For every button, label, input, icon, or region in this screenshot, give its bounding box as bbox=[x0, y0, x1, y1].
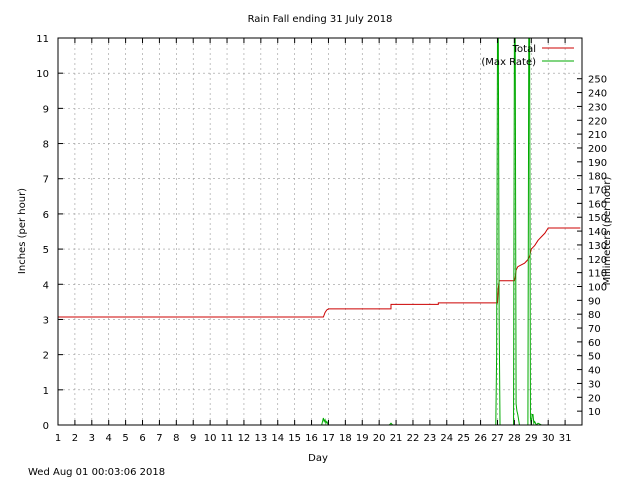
y2-tick-label: 240 bbox=[588, 89, 607, 100]
x-tick-label: 30 bbox=[542, 433, 555, 444]
y2-tick-label: 250 bbox=[588, 75, 607, 86]
y2-tick-label: 160 bbox=[588, 199, 607, 210]
y-tick-label: 11 bbox=[36, 34, 49, 45]
x-tick-label: 17 bbox=[322, 433, 335, 444]
y2-tick-label: 20 bbox=[588, 393, 601, 404]
x-tick-label: 26 bbox=[474, 433, 487, 444]
y2-tick-label: 110 bbox=[588, 269, 607, 280]
x-tick-label: 29 bbox=[525, 433, 538, 444]
x-tick-label: 10 bbox=[204, 433, 217, 444]
max-rate-series-line bbox=[58, 38, 581, 425]
legend-label: Total bbox=[512, 44, 536, 55]
y-tick-label: 6 bbox=[43, 210, 49, 221]
x-tick-label: 3 bbox=[89, 433, 95, 444]
y-tick-label: 10 bbox=[36, 69, 49, 80]
y2-tick-label: 120 bbox=[588, 255, 607, 266]
y-tick-label: 4 bbox=[43, 280, 49, 291]
y-tick-label: 9 bbox=[43, 104, 49, 115]
y-tick-label: 1 bbox=[43, 386, 49, 397]
x-tick-label: 6 bbox=[139, 433, 145, 444]
y2-tick-label: 50 bbox=[588, 352, 601, 363]
y2-tick-label: 30 bbox=[588, 379, 601, 390]
y2-tick-label: 220 bbox=[588, 116, 607, 127]
x-tick-label: 22 bbox=[407, 433, 420, 444]
y2-tick-label: 130 bbox=[588, 241, 607, 252]
x-tick-label: 1 bbox=[55, 433, 61, 444]
x-tick-label: 31 bbox=[559, 433, 572, 444]
x-tick-label: 4 bbox=[106, 433, 112, 444]
y2-tick-label: 60 bbox=[588, 338, 601, 349]
x-tick-label: 19 bbox=[356, 433, 369, 444]
y2-tick-label: 90 bbox=[588, 296, 601, 307]
series-layer bbox=[58, 38, 581, 425]
x-tick-label: 13 bbox=[254, 433, 267, 444]
y2-tick-label: 200 bbox=[588, 144, 607, 155]
y2-tick-label: 150 bbox=[588, 213, 607, 224]
legend: Total (Max Rate) bbox=[481, 44, 574, 68]
y-tick-label: 3 bbox=[43, 315, 49, 326]
y-tick-label: 8 bbox=[43, 140, 49, 151]
y2-tick-label: 70 bbox=[588, 324, 601, 335]
grid bbox=[58, 38, 582, 425]
y-tick-label: 0 bbox=[43, 421, 49, 432]
timestamp: Wed Aug 01 00:03:06 2018 bbox=[28, 467, 165, 478]
y2-tick-label: 10 bbox=[588, 407, 601, 418]
x-tick-label: 12 bbox=[238, 433, 251, 444]
y2-tick-label: 180 bbox=[588, 172, 607, 183]
x-tick-label: 5 bbox=[122, 433, 128, 444]
x-tick-label: 7 bbox=[156, 433, 162, 444]
x-tick-label: 24 bbox=[440, 433, 453, 444]
x-tick-label: 16 bbox=[305, 433, 318, 444]
x-tick-label: 25 bbox=[457, 433, 470, 444]
y-tick-label: 5 bbox=[43, 245, 49, 256]
y2-axis-label: Millimeters (per hour) bbox=[602, 177, 613, 286]
x-tick-label: 9 bbox=[190, 433, 196, 444]
y2-tick-label: 190 bbox=[588, 158, 607, 169]
y2-tick-label: 40 bbox=[588, 366, 601, 377]
y2-tick-label: 140 bbox=[588, 227, 607, 238]
x-tick-label: 20 bbox=[373, 433, 386, 444]
x-tick-label: 15 bbox=[288, 433, 301, 444]
legend-label: (Max Rate) bbox=[481, 57, 536, 68]
y-tick-label: 7 bbox=[43, 175, 49, 186]
x-tick-label: 18 bbox=[339, 433, 352, 444]
x-tick-label: 28 bbox=[508, 433, 521, 444]
y-tick-label: 2 bbox=[43, 351, 49, 362]
x-tick-label: 27 bbox=[491, 433, 504, 444]
x-tick-label: 23 bbox=[424, 433, 437, 444]
y2-tick-label: 210 bbox=[588, 130, 607, 141]
x-tick-label: 8 bbox=[173, 433, 179, 444]
y2-tick-label: 80 bbox=[588, 310, 601, 321]
x-tick-label: 2 bbox=[72, 433, 78, 444]
x-tick-label: 14 bbox=[271, 433, 284, 444]
y2-tick-label: 170 bbox=[588, 186, 607, 197]
x-tick-label: 11 bbox=[221, 433, 234, 444]
y-axis-label: Inches (per hour) bbox=[17, 188, 28, 274]
y2-tick-label: 100 bbox=[588, 282, 607, 293]
ticks: 1 2 3 4 5 6 7 8 9 10 11 12 13 14 15 16 17 18 19 20 21 22 23 24 2… bbox=[36, 34, 607, 444]
x-axis-label: Day bbox=[308, 453, 328, 464]
chart-title: Rain Fall ending 31 July 2018 bbox=[248, 14, 393, 25]
total-series-line bbox=[58, 227, 581, 318]
x-tick-label: 21 bbox=[390, 433, 403, 444]
y2-tick-label: 230 bbox=[588, 102, 607, 113]
